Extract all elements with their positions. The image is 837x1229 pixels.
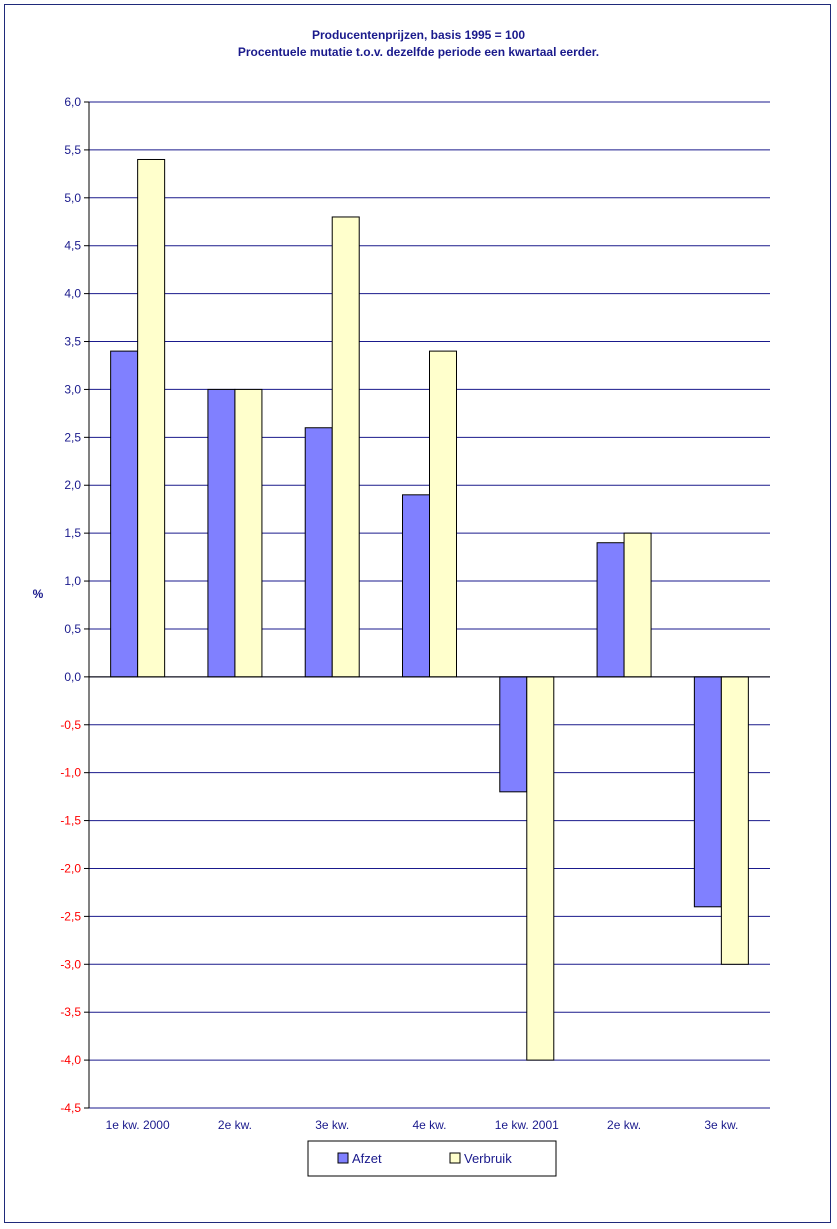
x-tick-label: 1e kw. 2000 — [106, 1118, 170, 1132]
chart-title: Producentenprijzen, basis 1995 = 100 — [311, 28, 526, 42]
x-tick-label: 3e kw. — [315, 1118, 349, 1132]
bar-verbruik — [720, 676, 749, 965]
y-tick-label: 2,5 — [64, 430, 81, 444]
legend-label-afzet: Afzet — [352, 1151, 382, 1166]
bar-afzet — [402, 494, 430, 678]
y-tick-label: -0,5 — [60, 718, 81, 732]
x-tick-label: 3e kw. — [704, 1118, 738, 1132]
y-axis-title: % — [33, 587, 44, 601]
y-tick-label: -2,0 — [60, 861, 81, 875]
x-tick-label: 2e kw. — [607, 1118, 641, 1132]
legend — [307, 1140, 557, 1177]
x-tick-label: 4e kw. — [412, 1118, 446, 1132]
y-tick-label: -1,5 — [60, 814, 81, 828]
bar-verbruik — [429, 350, 457, 678]
y-tick-label: 1,0 — [64, 574, 81, 588]
y-tick-label: 5,5 — [64, 143, 81, 157]
bar-afzet — [207, 388, 236, 678]
y-tick-label: 1,5 — [64, 526, 81, 540]
bar-verbruik — [234, 388, 263, 678]
bar-afzet — [110, 350, 139, 678]
bar-verbruik — [137, 158, 166, 678]
bar-afzet — [499, 676, 528, 793]
y-tick-label: 5,0 — [64, 191, 81, 205]
y-tick-label: -4,0 — [60, 1053, 81, 1067]
y-tick-label: -3,0 — [60, 957, 81, 971]
y-tick-label: 3,5 — [64, 335, 81, 349]
bar-verbruik — [623, 532, 652, 678]
y-tick-label: 0,5 — [64, 622, 81, 636]
bar-afzet — [693, 676, 722, 908]
y-tick-label: 2,0 — [64, 478, 81, 492]
bar-verbruik — [331, 216, 360, 678]
y-tick-label: -2,5 — [60, 909, 81, 923]
chart-subtitle: Procentuele mutatie t.o.v. dezelfde peri… — [237, 45, 600, 59]
y-tick-label: -1,0 — [60, 766, 81, 780]
y-tick-label: -3,5 — [60, 1005, 81, 1019]
legend-label-verbruik: Verbruik — [464, 1151, 512, 1166]
bar-verbruik — [526, 676, 555, 1061]
bar-afzet — [304, 427, 333, 678]
y-tick-label: -4,5 — [60, 1101, 81, 1115]
bar-afzet — [596, 542, 625, 678]
legend-swatch-afzet — [337, 1152, 349, 1164]
y-tick-label: 6,0 — [64, 95, 81, 109]
y-tick-label: 3,0 — [64, 382, 81, 396]
x-tick-label: 1e kw. 2001 — [495, 1118, 559, 1132]
y-tick-label: 4,0 — [64, 287, 81, 301]
y-tick-label: 4,5 — [64, 239, 81, 253]
x-tick-label: 2e kw. — [218, 1118, 252, 1132]
legend-swatch-verbruik — [449, 1152, 461, 1164]
y-tick-label: 0,0 — [64, 670, 81, 684]
